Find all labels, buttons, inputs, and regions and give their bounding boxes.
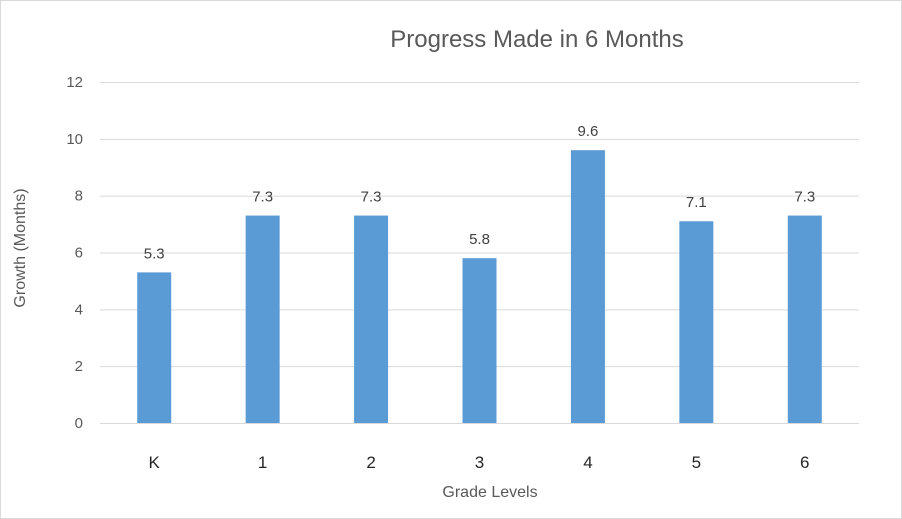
y-tick-label: 8 [75, 188, 83, 205]
y-tick-label: 6 [75, 245, 83, 262]
x-tick-label: 3 [475, 453, 484, 472]
bar [462, 258, 497, 423]
x-tick-label: 5 [692, 453, 701, 472]
bar-value-label: 7.3 [794, 189, 815, 206]
y-tick-label: 0 [75, 415, 83, 432]
bar [787, 215, 822, 423]
data-labels: 5.3 7.3 7.3 5.8 9.6 7.1 7.3 [144, 123, 815, 262]
y-axis-label: Growth (Months) [12, 188, 29, 307]
y-tick-label: 2 [75, 358, 83, 375]
y-tick-label: 4 [75, 301, 83, 318]
bar-value-label: 7.3 [361, 189, 382, 206]
bar-value-label: 5.8 [469, 231, 490, 248]
bar [137, 272, 172, 423]
bar [570, 150, 605, 423]
bar-value-label: 7.3 [252, 189, 273, 206]
y-axis-ticks: 0 2 4 6 8 10 12 [66, 74, 83, 432]
bar-value-label: 5.3 [144, 245, 165, 262]
bar [245, 215, 280, 423]
x-tick-label: K [149, 453, 161, 472]
x-tick-label: 6 [800, 453, 809, 472]
x-axis-ticks: K 1 2 3 4 5 6 [149, 453, 810, 472]
chart-title: Progress Made in 6 Months [390, 26, 683, 53]
bar-value-label: 9.6 [577, 123, 598, 140]
bar [679, 221, 714, 423]
x-tick-label: 4 [583, 453, 592, 472]
x-tick-label: 1 [258, 453, 267, 472]
bars [137, 150, 822, 423]
y-tick-label: 10 [66, 131, 83, 148]
y-tick-label: 12 [66, 74, 83, 91]
x-tick-label: 2 [366, 453, 375, 472]
bar [354, 215, 389, 423]
bar-value-label: 7.1 [686, 194, 707, 211]
x-axis-label: Grade Levels [442, 484, 537, 501]
